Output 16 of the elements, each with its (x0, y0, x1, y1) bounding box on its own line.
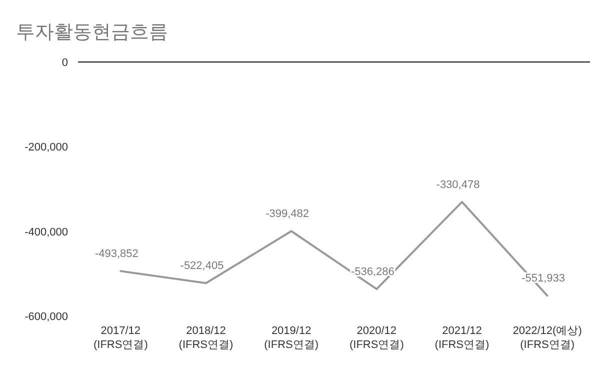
y-tick-label: 0 (62, 57, 68, 69)
data-label: -493,852 (94, 248, 138, 260)
x-tick-label: 2022/12(예상) (IFRS연결) (512, 325, 582, 351)
data-label: -399,482 (266, 208, 310, 220)
x-tick-label: 2021/12 (IFRS연결) (434, 325, 490, 351)
y-tick-label: -600,000 (24, 311, 68, 323)
data-label: -536,286 (350, 266, 394, 278)
data-label: -522,405 (180, 260, 224, 272)
x-tick-label: 2018/12 (IFRS연결) (178, 325, 234, 351)
y-tick-label: -200,000 (24, 142, 68, 154)
x-tick-label: 2019/12 (IFRS연결) (264, 325, 319, 351)
chart-title: 투자활동현금흐름 (16, 22, 168, 43)
data-label: -330,478 (436, 178, 480, 191)
x-tick-label: 2017/12 (IFRS연결) (93, 325, 148, 351)
x-tick-label: 2020/12 (IFRS연결) (349, 325, 404, 351)
y-tick-label: -400,000 (24, 226, 68, 238)
